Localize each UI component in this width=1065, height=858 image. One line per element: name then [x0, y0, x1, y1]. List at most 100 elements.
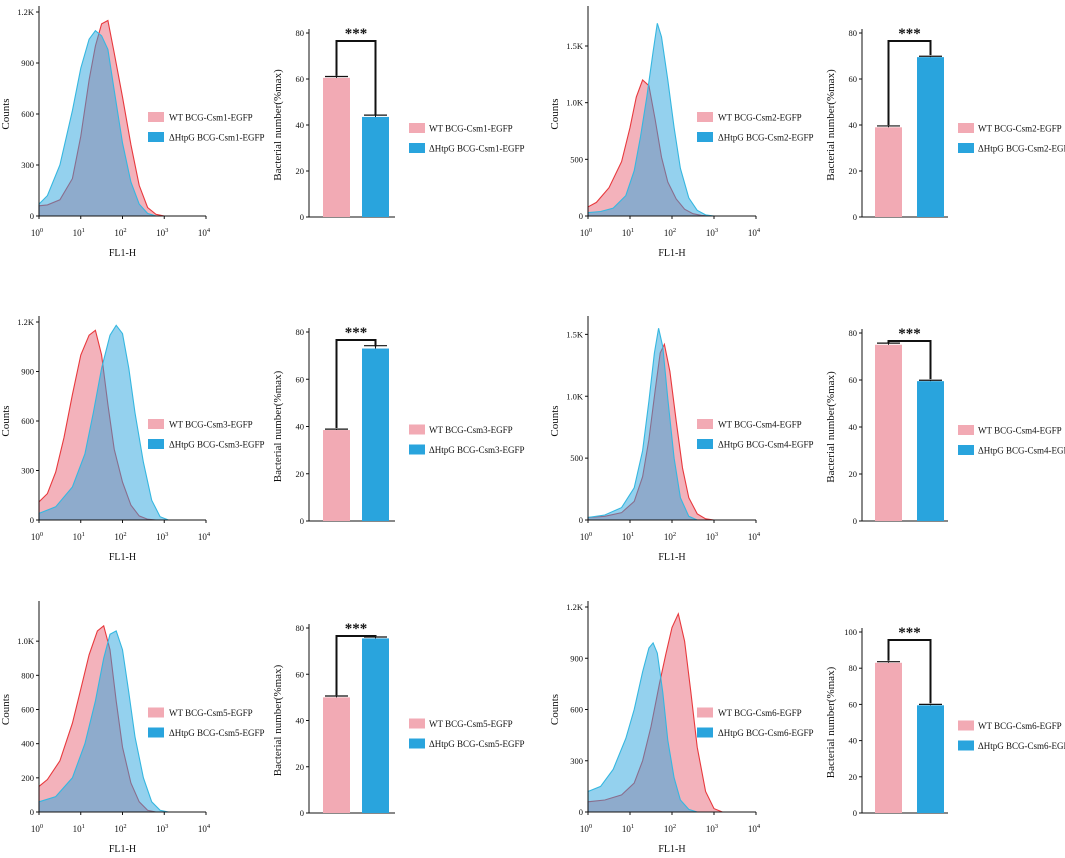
x-tick-label: 101 [73, 823, 85, 834]
y-tick-label: 0 [853, 808, 857, 818]
htpg-histogram-area [587, 641, 698, 813]
htpg-histogram-area [38, 29, 157, 217]
y-tick-label: 0 [30, 515, 34, 525]
y-axis-label: Bacterial number(%max) [825, 371, 837, 483]
y-axis-label: Bacterial number(%max) [825, 69, 837, 181]
y-tick-label: 60 [849, 375, 858, 385]
significance-bracket [335, 40, 377, 115]
y-tick-label: 0 [30, 807, 34, 817]
x-tick-label: 100 [580, 823, 592, 834]
y-tick-label: 80 [849, 663, 858, 673]
x-axis-label: FL1-H [658, 552, 685, 563]
legend-label-htpg: ΔHtpG BCG-Csm5-EGFP [169, 728, 265, 738]
y-tick-label: 20 [296, 469, 305, 479]
y-tick-label: 80 [296, 327, 305, 337]
x-tick-label: 102 [664, 823, 676, 834]
legend-label-htpg: ΔHtpG BCG-Csm2-EGFP [718, 133, 814, 143]
bar-wt [323, 77, 350, 217]
x-tick-label: 102 [664, 227, 676, 238]
y-tick-label: 0 [853, 212, 857, 222]
legend-label-wt: WT BCG-Csm5-EGFP [169, 708, 253, 718]
bar-htpg [362, 348, 389, 521]
y-axis-label: Bacterial number(%max) [825, 666, 837, 778]
legend-swatch-htpg [409, 738, 425, 749]
x-tick-label: 100 [31, 531, 43, 542]
y-tick-label: 500 [570, 453, 583, 463]
x-tick-label: 100 [580, 227, 592, 238]
legend-label-htpg: ΔHtpG BCG-Csm1-EGFP [429, 144, 525, 154]
y-tick-label: 0 [853, 516, 857, 526]
y-tick-label: 500 [570, 154, 583, 164]
x-tick-label: 101 [622, 531, 634, 542]
x-tick-label: 100 [580, 531, 592, 542]
x-tick-label: 102 [114, 823, 126, 834]
x-tick-label: 104 [748, 823, 761, 834]
significance-stars: *** [345, 621, 368, 637]
legend-swatch-wt [148, 707, 164, 718]
x-tick-label: 104 [198, 823, 211, 834]
legend-swatch-htpg [697, 132, 713, 142]
y-tick-label: 300 [570, 756, 583, 766]
legend-label-htpg: ΔHtpG BCG-Csm3-EGFP [169, 440, 265, 450]
significance-stars: *** [345, 325, 368, 341]
legend-swatch-htpg [697, 439, 713, 449]
legend-swatch-htpg [958, 740, 974, 751]
y-tick-label: 40 [849, 422, 858, 432]
legend-swatch-htpg [148, 439, 164, 449]
panel-csm6-egfp-bar-chart: 0 20 40 60 80 100 Bacterial number(%max) *** WT … [825, 625, 1065, 818]
y-tick-label: 100 [844, 627, 857, 637]
panel-csm5-egfp-histogram: 0 200 400 600 800 1.0K 100 101 102 103 104 FL1-H Cou… [0, 601, 265, 855]
y-tick-label: 1.2K [17, 7, 35, 17]
y-tick-label: 20 [849, 772, 858, 782]
legend-label-wt: WT BCG-Csm5-EGFP [429, 719, 513, 729]
panel-csm2-egfp-histogram: 0 500 1.0K 1.5K 100 101 102 103 104 FL1-H Counts WT… [549, 6, 814, 259]
y-tick-label: 200 [21, 773, 34, 783]
legend-label-htpg: ΔHtpG BCG-Csm3-EGFP [429, 445, 525, 455]
y-axis-label: Counts [549, 98, 561, 129]
bar-htpg [362, 638, 389, 813]
y-tick-label: 400 [21, 739, 34, 749]
y-tick-label: 0 [30, 211, 34, 221]
y-tick-label: 1.5K [566, 41, 584, 51]
y-tick-label: 1.2K [566, 602, 584, 612]
panel-csm4-egfp-bar-chart: 0 20 40 60 80 Bacterial number(%max) *** WT BCG… [825, 326, 1065, 526]
x-tick-label: 103 [156, 823, 168, 834]
panel-csm5-egfp-bar-chart: 0 20 40 60 80 Bacterial number(%max) *** WT BCG… [272, 621, 525, 818]
x-tick-label: 103 [706, 823, 718, 834]
htpg-histogram-area [587, 328, 698, 521]
legend-swatch-wt [958, 425, 974, 435]
significance-stars: *** [345, 26, 368, 42]
x-axis-label: FL1-H [658, 248, 685, 259]
legend-swatch-htpg [148, 132, 164, 142]
y-axis-label: Counts [0, 405, 12, 436]
significance-bracket [887, 40, 932, 126]
y-tick-label: 1.0K [17, 636, 35, 646]
y-tick-label: 1.0K [566, 98, 584, 108]
significance-stars: *** [898, 326, 921, 342]
y-tick-label: 800 [21, 670, 34, 680]
x-tick-label: 104 [198, 227, 211, 238]
legend-swatch-wt [148, 112, 164, 122]
x-tick-label: 103 [156, 227, 168, 238]
y-tick-label: 1.5K [566, 329, 584, 339]
y-tick-label: 600 [21, 109, 34, 119]
legend-swatch-wt [148, 419, 164, 429]
panel-csm3-egfp-bar-chart: 0 20 40 60 80 Bacterial number(%max) *** WT BCG… [272, 325, 525, 526]
y-tick-label: 40 [296, 716, 305, 726]
x-tick-label: 100 [31, 227, 43, 238]
y-tick-label: 80 [849, 328, 858, 338]
y-axis-label: Counts [0, 98, 12, 129]
legend-swatch-wt [958, 720, 974, 731]
x-tick-label: 103 [706, 227, 718, 238]
y-tick-label: 300 [21, 466, 34, 476]
panel-csm4-egfp-histogram: 0 500 1.0K 1.5K 100 101 102 103 104 FL1-H Counts WT… [549, 316, 814, 563]
x-tick-label: 101 [73, 531, 85, 542]
significance-stars: *** [898, 625, 921, 641]
y-tick-label: 0 [300, 212, 304, 222]
legend-label-wt: WT BCG-Csm6-EGFP [718, 708, 802, 718]
y-tick-label: 60 [849, 699, 858, 709]
y-tick-label: 20 [849, 166, 858, 176]
htpg-histogram-area [38, 324, 169, 521]
y-tick-label: 80 [296, 623, 305, 633]
